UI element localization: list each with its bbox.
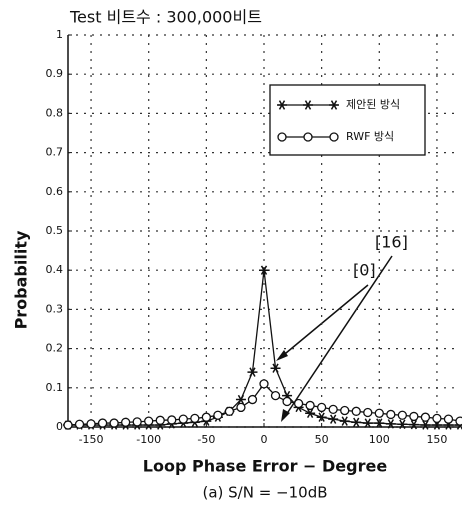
- point: [409, 411, 419, 422]
- point: [420, 420, 431, 430]
- y-tick-label: 0.4: [46, 263, 64, 276]
- point: [397, 410, 408, 420]
- x-tick-label: -50: [197, 433, 215, 446]
- point: [282, 396, 292, 407]
- x-tick-label: -150: [79, 433, 104, 446]
- point: [305, 408, 316, 418]
- point: [259, 379, 269, 389]
- point: [259, 265, 269, 275]
- y-tick-label: 0.3: [46, 302, 64, 315]
- y-tick-label: 0.9: [46, 67, 64, 80]
- x-tick-label: -100: [136, 433, 161, 446]
- point: [339, 416, 350, 426]
- point: [374, 408, 384, 418]
- arrow-head: [281, 409, 290, 422]
- point: [167, 415, 177, 425]
- y-tick-label: 1: [56, 28, 63, 41]
- legend-marker: [303, 132, 313, 142]
- point: [213, 410, 223, 420]
- point: [109, 418, 119, 428]
- point: [386, 409, 396, 420]
- point: [74, 419, 85, 429]
- point: [247, 394, 258, 405]
- point: [144, 416, 154, 426]
- legend-label: RWF 방식: [346, 130, 394, 143]
- annotation-arrow: [279, 284, 369, 359]
- point: [235, 394, 246, 405]
- x-tick-label: 150: [426, 433, 447, 446]
- point: [328, 404, 338, 415]
- y-tick-label: 0.1: [46, 381, 64, 394]
- point: [155, 415, 165, 425]
- legend-box: [269, 84, 426, 156]
- point: [363, 407, 373, 418]
- legend-marker: [277, 100, 287, 110]
- point: [132, 417, 142, 427]
- point: [97, 418, 108, 428]
- point: [362, 418, 373, 428]
- point: [340, 405, 350, 416]
- y-tick-label: 0.8: [46, 106, 64, 119]
- point: [201, 412, 212, 422]
- point: [178, 414, 188, 424]
- point: [328, 414, 339, 424]
- point: [270, 363, 281, 373]
- point: [293, 398, 304, 409]
- point: [351, 406, 361, 416]
- chart-title: Test 비트수 : 300,000비트: [69, 8, 262, 27]
- annotation: [16]: [375, 233, 408, 252]
- legend-marker: [329, 132, 339, 142]
- arrow-head: [276, 350, 288, 361]
- point: [305, 400, 315, 411]
- point: [190, 413, 200, 424]
- point: [316, 412, 327, 422]
- x-tick-label: 0: [261, 433, 268, 446]
- point: [236, 402, 246, 413]
- y-tick-label: 0.6: [46, 185, 64, 198]
- point: [120, 417, 131, 427]
- point: [247, 367, 258, 377]
- point: [63, 420, 73, 430]
- x-axis-label: Loop Phase Error − Degree: [143, 457, 388, 476]
- y-tick-label: 0.5: [46, 224, 64, 237]
- y-axis-label: Probability: [12, 230, 31, 329]
- caption: (a) S/N = −10dB: [202, 484, 327, 502]
- point: [270, 390, 281, 401]
- legend-marker: [277, 132, 287, 142]
- point: [374, 418, 385, 428]
- point: [455, 416, 462, 426]
- point: [443, 414, 454, 424]
- point: [420, 412, 431, 422]
- y-tick-label: 0.2: [46, 342, 64, 355]
- point: [224, 406, 235, 416]
- legend-marker: [303, 100, 313, 110]
- point: [408, 419, 419, 430]
- legend-marker: [329, 100, 339, 110]
- x-tick-label: 50: [315, 433, 329, 446]
- y-tick-label: 0.7: [46, 146, 64, 159]
- point: [432, 413, 442, 424]
- annotation-arrow: [283, 255, 393, 419]
- point: [385, 419, 396, 429]
- point: [86, 419, 96, 429]
- point: [316, 402, 327, 413]
- point: [351, 417, 362, 428]
- y-tick-label: 0: [56, 420, 63, 433]
- legend-label: 제안된 방식: [346, 98, 400, 111]
- x-tick-label: 100: [369, 433, 390, 446]
- point: [397, 419, 408, 429]
